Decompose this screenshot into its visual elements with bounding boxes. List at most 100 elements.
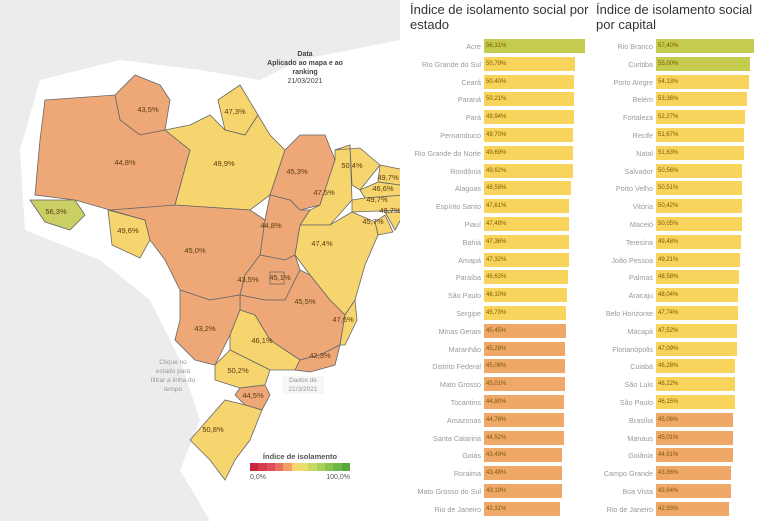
- ranking-bar[interactable]: 49,48%: [656, 234, 741, 249]
- ranking-bar[interactable]: 43,48%: [484, 466, 563, 481]
- ranking-bar[interactable]: 42,93%: [656, 501, 730, 516]
- ranking-row-label[interactable]: Rio Grande do Norte: [414, 148, 481, 158]
- ranking-row-label[interactable]: Porto Alegre: [613, 77, 653, 87]
- ranking-row-label[interactable]: Rio de Janeiro: [606, 504, 653, 514]
- ranking-bar[interactable]: 50,40%: [484, 74, 575, 89]
- ranking-row-label[interactable]: Fortaleza: [623, 113, 653, 123]
- ranking-bar[interactable]: 47,09%: [656, 341, 737, 356]
- ranking-row-label[interactable]: Sergipe: [456, 309, 481, 318]
- ranking-row-label[interactable]: São Luís: [624, 380, 653, 390]
- ranking-row-label[interactable]: Santa Catarina: [433, 433, 481, 443]
- ranking-bar[interactable]: 43,49%: [484, 448, 563, 463]
- ranking-row-label[interactable]: Ceará: [461, 77, 481, 87]
- ranking-row-label[interactable]: Roraima: [453, 469, 481, 479]
- ranking-row-label[interactable]: Belo Horizonte: [605, 309, 653, 318]
- state-pr[interactable]: [214, 349, 271, 389]
- ranking-row-label[interactable]: Acre: [466, 42, 481, 51]
- ranking-row-label[interactable]: Piauí: [464, 220, 481, 229]
- ranking-row-label[interactable]: Porto Velho: [615, 184, 653, 194]
- ranking-row-label[interactable]: Rio Grande do Sul: [421, 59, 481, 69]
- state-ms[interactable]: [174, 289, 241, 366]
- ranking-row-label[interactable]: Rio Branco: [617, 42, 653, 51]
- ranking-bar[interactable]: 46,63%: [484, 270, 568, 285]
- state-al[interactable]: [384, 211, 400, 231]
- ranking-row-label[interactable]: São Paulo: [447, 291, 481, 301]
- ranking-row-label[interactable]: Distrito Federal: [432, 362, 481, 372]
- ranking-row-label[interactable]: Salvador: [624, 166, 653, 176]
- ranking-bar[interactable]: 50,79%: [484, 56, 576, 71]
- ranking-row-label[interactable]: João Pessoa: [611, 255, 653, 265]
- ranking-bar[interactable]: 48,04%: [656, 288, 739, 303]
- ranking-bar[interactable]: 48,59%: [484, 181, 572, 196]
- ranking-bar[interactable]: 47,48%: [484, 217, 570, 231]
- ranking-row-label[interactable]: Florianópolis: [612, 344, 653, 354]
- state-pb[interactable]: [359, 181, 400, 199]
- ranking-bar[interactable]: 43,19%: [484, 484, 562, 498]
- ranking-row-label[interactable]: Pará: [465, 113, 481, 123]
- ranking-bar[interactable]: 43,86%: [656, 466, 731, 481]
- ranking-bar[interactable]: 45,01%: [484, 377, 565, 392]
- ranking-bar[interactable]: 54,13%: [656, 74, 749, 89]
- state-es[interactable]: [339, 298, 358, 346]
- ranking-row-label[interactable]: Minas Gerais: [438, 326, 481, 336]
- state-df[interactable]: [269, 271, 285, 285]
- ranking-row-label[interactable]: São Paulo: [619, 398, 653, 407]
- ranking-bar[interactable]: 52,27%: [656, 110, 746, 125]
- ranking-bar[interactable]: 50,56%: [656, 163, 743, 178]
- ranking-bar[interactable]: 49,62%: [484, 163, 574, 178]
- ranking-bar[interactable]: 44,78%: [484, 412, 565, 427]
- ranking-bar[interactable]: 49,69%: [484, 145, 574, 160]
- ranking-bar[interactable]: 46,10%: [484, 288, 567, 303]
- ranking-row-label[interactable]: Rio de Janeiro: [434, 504, 481, 514]
- ranking-row-label[interactable]: Pernambuco: [440, 131, 481, 140]
- ranking-bar[interactable]: 50,05%: [656, 217, 742, 231]
- ranking-row-label[interactable]: Manaus: [627, 433, 653, 443]
- state-sp[interactable]: [229, 309, 301, 371]
- ranking-bar[interactable]: 45,73%: [484, 306, 567, 320]
- ranking-row-label[interactable]: Campo Grande: [603, 469, 653, 479]
- ranking-bar[interactable]: 45,06%: [484, 359, 565, 374]
- ranking-bar[interactable]: 42,31%: [484, 501, 560, 516]
- ranking-row-label[interactable]: Paraíba: [455, 273, 481, 283]
- ranking-bar[interactable]: 55,00%: [656, 56, 751, 71]
- ranking-bar[interactable]: 47,36%: [484, 234, 569, 249]
- ranking-bar[interactable]: 51,67%: [656, 128, 745, 142]
- date-filter-value[interactable]: 21/03/2021: [287, 78, 323, 85]
- ranking-row-label[interactable]: Palmas: [629, 273, 653, 283]
- ranking-row-label[interactable]: Paraná: [457, 95, 481, 105]
- ranking-row-label[interactable]: Brasília: [629, 415, 653, 425]
- ranking-bar[interactable]: 44,91%: [656, 448, 733, 463]
- ranking-bar[interactable]: 47,32%: [484, 252, 569, 267]
- state-pe[interactable]: [351, 194, 400, 213]
- ranking-row-label[interactable]: Goiânia: [628, 451, 653, 461]
- state-rj[interactable]: [294, 344, 341, 373]
- ranking-bar[interactable]: 50,21%: [484, 92, 575, 107]
- ranking-bar[interactable]: 47,74%: [656, 306, 738, 320]
- ranking-bar[interactable]: 50,51%: [656, 181, 743, 196]
- ranking-bar[interactable]: 45,01%: [656, 430, 733, 445]
- ranking-bar[interactable]: 46,15%: [656, 395, 735, 409]
- ranking-row-label[interactable]: Recife: [632, 131, 653, 140]
- ranking-bar[interactable]: 45,06%: [656, 412, 734, 427]
- ranking-bar[interactable]: 47,52%: [656, 323, 738, 338]
- ranking-row-label[interactable]: Maranhão: [448, 344, 481, 354]
- ranking-row-label[interactable]: Teresina: [625, 237, 653, 247]
- ranking-bar[interactable]: 57,40%: [656, 39, 755, 53]
- ranking-row-label[interactable]: Rondônia: [450, 166, 481, 176]
- ranking-row-label[interactable]: Amapá: [458, 255, 481, 265]
- ranking-row-label[interactable]: Belém: [632, 95, 653, 105]
- ranking-row-label[interactable]: Natal: [636, 148, 653, 158]
- ranking-row-label[interactable]: Vitória: [632, 202, 653, 212]
- ranking-row-label[interactable]: Cuiabá: [630, 362, 653, 372]
- ranking-bar[interactable]: 45,45%: [484, 323, 566, 338]
- ranking-bar[interactable]: 45,28%: [484, 341, 566, 356]
- ranking-row-label[interactable]: Boa Vista: [622, 487, 653, 496]
- ranking-row-label[interactable]: Espírito Santo: [435, 202, 481, 212]
- ranking-row-label[interactable]: Maceió: [629, 220, 653, 229]
- ranking-row-label[interactable]: Alagoas: [455, 184, 481, 194]
- state-ba[interactable]: [294, 211, 379, 316]
- ranking-bar[interactable]: 51,63%: [656, 145, 745, 160]
- ranking-row-label[interactable]: Amazonas: [447, 415, 481, 425]
- ranking-row-label[interactable]: Mato Grosso do Sul: [417, 487, 481, 496]
- ranking-bar[interactable]: 53,36%: [656, 92, 748, 107]
